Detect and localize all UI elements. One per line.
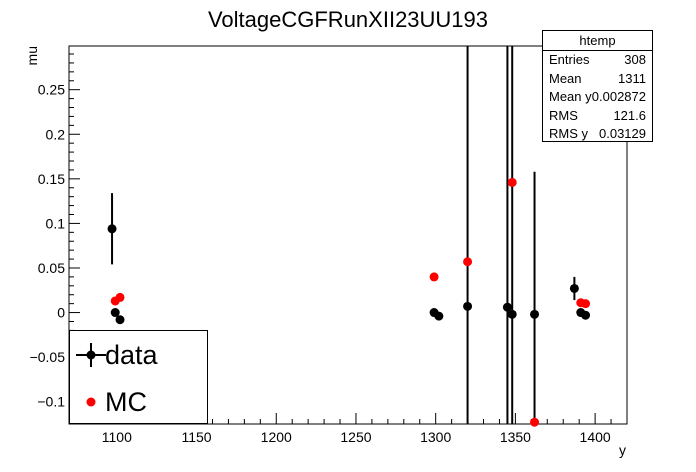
- x-tick-label: 1350: [500, 429, 531, 445]
- y-tick-label: 0: [57, 305, 65, 321]
- y-tick-label: 0.15: [38, 171, 65, 187]
- stats-value: 1311: [618, 70, 646, 86]
- mc-point: [463, 257, 473, 267]
- x-tick-label: 1150: [181, 429, 211, 445]
- stats-row-mean-y: Mean y 0.002872: [543, 88, 652, 107]
- stats-value: 0.002872: [591, 89, 646, 104]
- legend-entry-mc: MC: [70, 382, 207, 422]
- plot-frame: [68, 45, 628, 425]
- data-point: [434, 311, 444, 321]
- data-point: [110, 308, 120, 318]
- stats-label: Entries: [549, 52, 590, 67]
- stats-title: htemp: [543, 31, 652, 51]
- y-tick-label: −0.1: [37, 394, 65, 410]
- x-axis-label: y: [619, 442, 626, 458]
- stats-row-mean: Mean 1311: [543, 70, 652, 89]
- y-tick-label: 0.25: [38, 82, 65, 98]
- stats-row-rms: RMS 121.6: [543, 107, 652, 126]
- legend: data MC: [69, 330, 208, 424]
- legend-label-mc: MC: [105, 387, 147, 417]
- mc-point: [530, 417, 540, 427]
- data-point: [530, 309, 540, 319]
- data-point: [107, 224, 117, 234]
- legend-label-data: data: [105, 340, 158, 370]
- y-axis-label: mu: [24, 46, 40, 65]
- legend-entry-data: data: [70, 335, 207, 375]
- stats-row-entries: Entries 308: [543, 51, 652, 70]
- stats-value: 0.03129: [599, 126, 646, 141]
- mc-point: [429, 272, 439, 282]
- y-tick-label: −0.05: [30, 349, 66, 365]
- stats-value: 121.6: [613, 107, 646, 123]
- mc-point: [581, 299, 591, 309]
- stats-label: RMS y: [549, 126, 588, 141]
- legend-marker-mc: [86, 397, 96, 407]
- mc-point: [507, 177, 517, 187]
- y-tick-label: 0.05: [38, 260, 65, 276]
- stats-label: RMS: [549, 107, 578, 123]
- data-point: [569, 283, 579, 293]
- stats-box: htemp Entries 308 Mean 1311 Mean y 0.002…: [542, 30, 653, 142]
- data-marks: [107, 46, 591, 427]
- x-tick-label: 1250: [340, 429, 371, 445]
- mc-point: [115, 292, 125, 302]
- stats-label: Mean: [549, 70, 582, 86]
- data-point: [463, 301, 473, 311]
- data-point: [115, 315, 125, 325]
- x-tick-label: 1100: [102, 429, 132, 445]
- y-tick-label: 0.2: [46, 126, 66, 142]
- x-tick-label: 1400: [580, 429, 611, 445]
- stats-row-rms-y: RMS y 0.03129: [543, 125, 652, 144]
- data-point: [507, 309, 517, 319]
- y-tick-label: 0.1: [46, 215, 66, 231]
- x-tick-label: 1300: [420, 429, 451, 445]
- data-point: [502, 302, 512, 312]
- chart-title: VoltageCGFRunXII23UU193: [208, 7, 488, 32]
- stats-label: Mean y: [549, 89, 592, 104]
- data-point: [581, 310, 591, 320]
- legend-marker-data: [76, 343, 106, 367]
- stats-value: 308: [624, 52, 646, 67]
- x-tick-label: 1200: [261, 429, 292, 445]
